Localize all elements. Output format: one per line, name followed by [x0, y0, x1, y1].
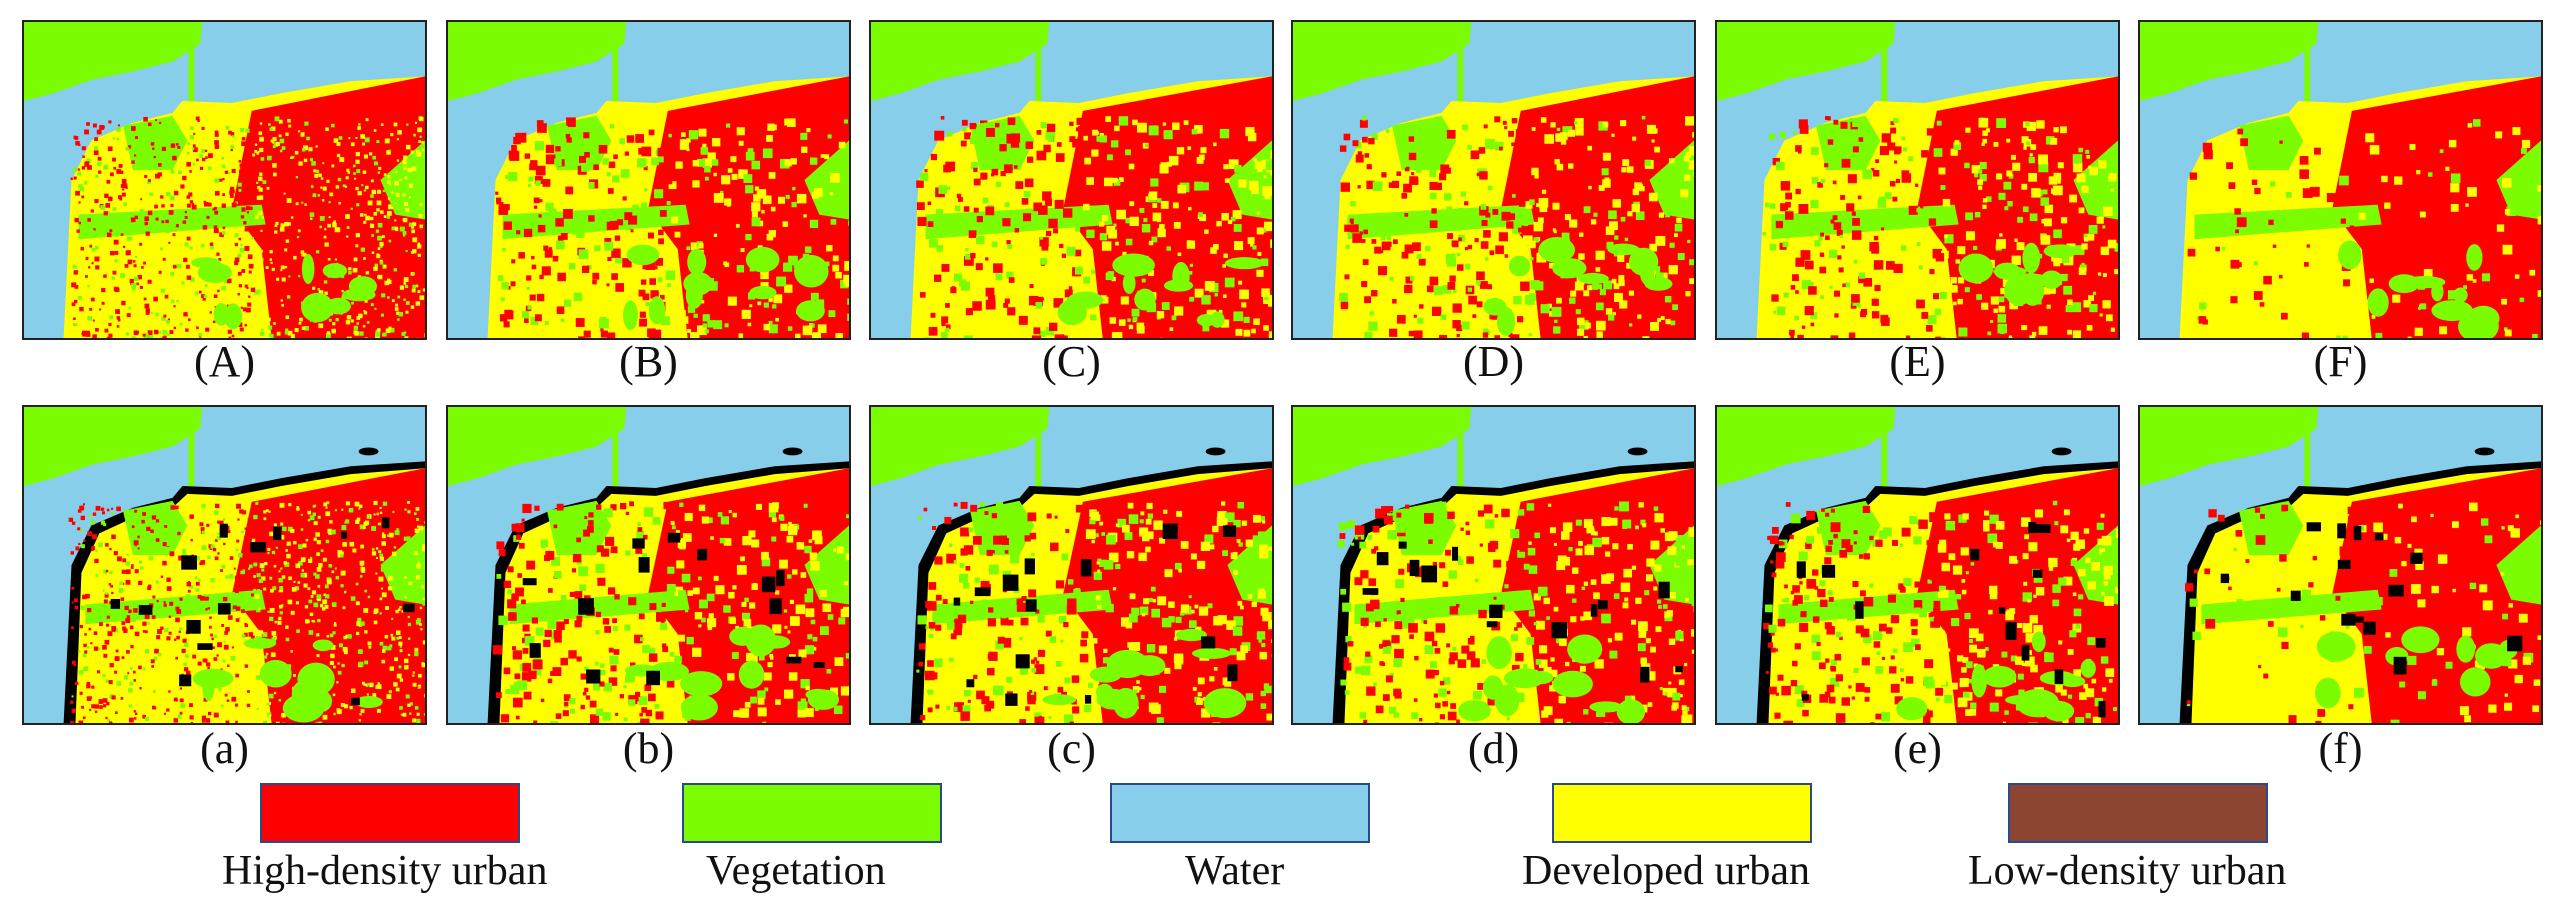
legend-swatch [260, 783, 520, 843]
legend-swatch [2008, 783, 2268, 843]
map-panel-lower-2 [446, 405, 851, 725]
map-panel-upper-5 [1715, 20, 2120, 340]
classification-map [2140, 407, 2541, 723]
panel-caption: (f) [2318, 724, 2363, 773]
panel-caption: (A) [193, 337, 256, 386]
map-panel-lower-3 [869, 405, 1274, 725]
classification-map [871, 407, 1272, 723]
classification-map [24, 22, 425, 338]
map-panel-lower-6 [2138, 405, 2543, 725]
panel-caption: (c) [1047, 724, 1096, 773]
legend-swatch [1110, 783, 1370, 843]
panel-caption: (C) [1042, 337, 1101, 386]
classification-map [1293, 22, 1694, 338]
map-panel-upper-4 [1291, 20, 1696, 340]
map-panel-upper-1 [22, 20, 427, 340]
classification-map [871, 22, 1272, 338]
legend-label: High-density urban [222, 848, 548, 894]
legend-label: Vegetation [706, 848, 886, 894]
panel-caption: (D) [1462, 337, 1525, 386]
panel-caption: (d) [1467, 724, 1520, 773]
classification-map [2140, 22, 2541, 338]
panel-caption: (B) [619, 337, 678, 386]
legend-swatch [1552, 783, 1812, 843]
legend-label: Low-density urban [1968, 848, 2287, 894]
classification-map [1717, 22, 2118, 338]
classification-map [1293, 407, 1694, 723]
map-panel-lower-4 [1291, 405, 1696, 725]
classification-map [448, 407, 849, 723]
panel-caption: (b) [622, 724, 675, 773]
map-panel-upper-3 [869, 20, 1274, 340]
classification-map [24, 407, 425, 723]
map-panel-upper-6 [2138, 20, 2543, 340]
panel-caption: (a) [200, 724, 249, 773]
legend-label: Developed urban [1522, 848, 1811, 894]
classification-map [448, 22, 849, 338]
map-panel-lower-5 [1715, 405, 2120, 725]
panel-caption: (e) [1893, 724, 1942, 773]
map-panel-lower-1 [22, 405, 427, 725]
legend-label: Water [1185, 848, 1285, 894]
legend-swatch [682, 783, 942, 843]
panel-caption: (F) [2313, 337, 2368, 386]
panel-caption: (E) [1889, 337, 1946, 386]
map-panel-upper-2 [446, 20, 851, 340]
classification-map [1717, 407, 2118, 723]
